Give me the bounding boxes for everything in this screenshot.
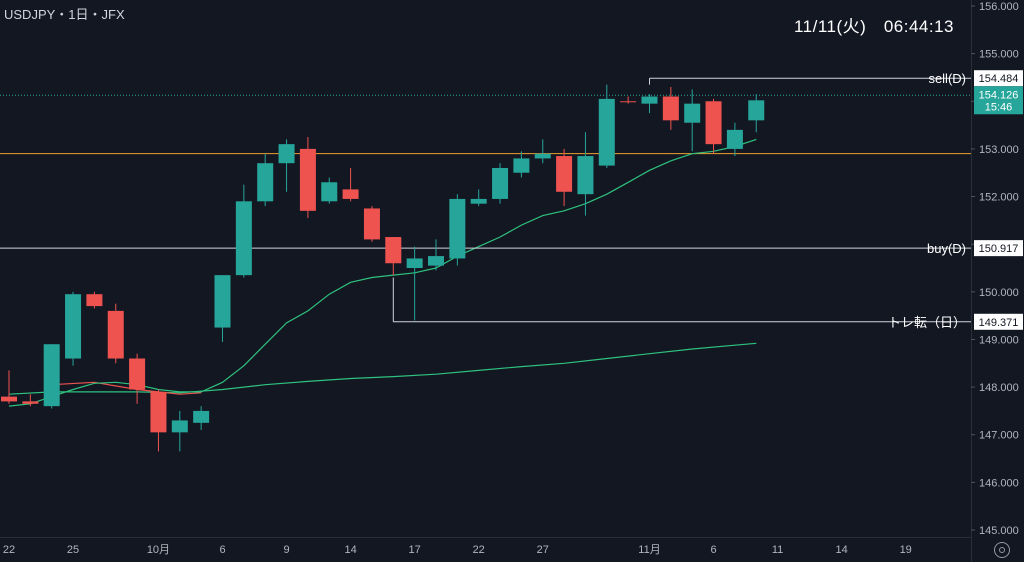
candle-body [748,100,765,121]
x-tick-label: 22 [473,544,485,556]
y-tick-label: 148.000 [979,382,1019,394]
current-price-tag [974,86,1023,115]
candle-body [513,158,530,173]
candle-body [86,294,103,307]
x-tick-label: 9 [283,544,289,556]
candle-body [299,148,316,211]
candle-body [150,391,167,433]
hline-name: buy(D) [927,241,966,256]
x-tick-label: 14 [344,544,356,556]
x-tick-label: 25 [67,544,79,556]
settings-gear-icon[interactable] [994,542,1010,558]
x-tick-label: 27 [537,544,549,556]
y-tick-label: 147.000 [979,430,1019,442]
candle-body [598,98,615,166]
x-tick-label: 11 [772,544,783,556]
y-tick-label: 155.000 [979,49,1019,61]
x-tick-label: 6 [710,544,716,556]
hline-price-label: 154.484 [979,73,1019,85]
candle-body [235,201,252,276]
x-tick-label: 11月 [638,544,660,556]
y-tick-label: 146.000 [979,477,1019,489]
y-tick-label: 152.000 [979,192,1019,204]
candle-body [556,156,573,192]
candle-body [662,96,679,121]
candle-body [193,410,210,423]
candle-body [534,153,551,159]
x-tick-label: 22 [3,544,15,556]
y-tick-label: 149.000 [979,334,1019,346]
y-tick-label: 150.000 [979,287,1019,299]
hline-name: トレ転（日） [888,315,966,330]
candle-body [321,182,338,202]
candle-body [620,101,637,103]
hline-price-tag [974,70,1023,87]
symbol-title: USDJPY・1日・JFX [4,7,125,22]
candle-body [342,189,359,199]
candle-body [470,198,487,204]
candle-body [449,198,466,259]
candle-body [257,163,274,202]
candle-body [492,167,509,199]
candle-body [428,256,444,266]
candle-body [705,101,722,145]
hline-price-tag [974,240,1023,257]
candle-body [385,237,402,264]
candle-body [171,420,188,433]
y-tick-label: 156.000 [979,1,1019,13]
candle-body [1,396,17,402]
candle-body [577,156,594,195]
hline-name: sell(D) [928,71,966,86]
hline-price-label: 149.371 [979,317,1019,329]
candle-body [363,208,380,240]
candle-body [22,401,39,404]
candle-body [278,144,295,164]
candle-body [726,129,743,149]
x-tick-label: 10月 [147,544,170,556]
x-tick-label: 6 [219,544,225,556]
clock: 11/11(火) 06:44:13 [793,17,954,36]
candle-body [641,96,658,104]
x-tick-label: 14 [836,544,848,556]
x-tick-label: 17 [409,544,421,556]
candle-body [43,344,60,407]
hline-price-tag [974,313,1023,330]
candle-body [129,358,146,390]
current-price-label: 154.126 [979,89,1019,101]
hline-price-label: 150.917 [979,243,1019,255]
candle-body [107,310,124,359]
candle-body [214,275,231,328]
y-tick-label: 153.000 [979,144,1019,156]
bar-countdown-label: 15:46 [985,101,1013,113]
y-tick-label: 145.000 [979,525,1019,537]
candle-body [406,258,423,268]
candle-body [684,103,701,123]
candle-body [65,294,82,359]
x-tick-label: 19 [900,544,912,556]
